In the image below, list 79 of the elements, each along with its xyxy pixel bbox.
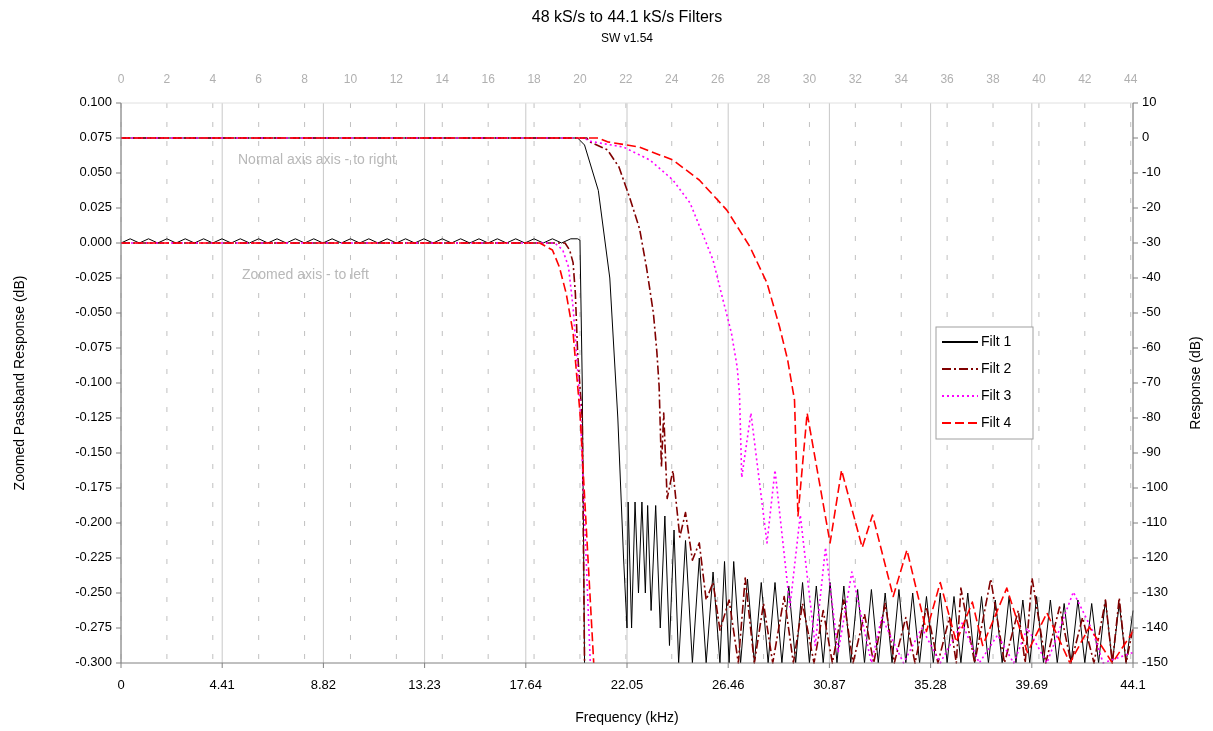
- y2-tick-label: -140: [1142, 619, 1169, 635]
- x-tick-label: 13.23: [408, 677, 441, 692]
- x2-tick-label: 2: [163, 72, 171, 86]
- y2-axis-title: Response (dB): [1187, 336, 1203, 430]
- y-tick-label: -0.100: [75, 374, 112, 390]
- x2-tick-label: 30: [802, 72, 817, 86]
- y2-tick-label: 0: [1142, 129, 1150, 145]
- x2-tick-label: 34: [894, 72, 909, 86]
- y2-tick-label: -70: [1142, 374, 1161, 390]
- y-tick-label: -0.200: [75, 514, 112, 530]
- x-tick-label: 0: [117, 677, 125, 692]
- x-tick-label: 8.82: [310, 677, 337, 692]
- x-tick-label: 44.1: [1120, 677, 1146, 692]
- y-tick-label: -0.250: [75, 584, 112, 600]
- x-tick-label: 30.87: [813, 677, 846, 692]
- y-axis-title: Zoomed Passband Response (dB): [11, 275, 27, 491]
- annotation: Normal axis axis - to right: [238, 150, 397, 167]
- y-tick-label: 0.000: [79, 234, 112, 250]
- y2-tick-label: 10: [1142, 94, 1157, 110]
- x2-tick-label: 10: [343, 72, 358, 86]
- y-tick-label: -0.125: [75, 409, 112, 425]
- x-tick-label: 4.41: [209, 677, 235, 692]
- x2-tick-label: 22: [619, 72, 633, 86]
- x2-tick-label: 28: [756, 72, 771, 86]
- y2-tick-label: -60: [1142, 339, 1161, 355]
- y2-tick-label: -110: [1142, 514, 1168, 530]
- legend-label: Filt 4: [981, 413, 1012, 430]
- y-tick-label: -0.300: [75, 654, 112, 670]
- x-tick-label: 39.69: [1015, 677, 1049, 692]
- x-tick-label: 35.28: [914, 677, 947, 692]
- y-tick-label: -0.075: [75, 339, 112, 355]
- x-tick-label: 22.05: [610, 677, 644, 692]
- y-tick-label: 0.100: [79, 94, 112, 110]
- y2-tick-label: -130: [1142, 584, 1169, 600]
- y-tick-label: -0.175: [75, 479, 112, 495]
- x2-tick-label: 0: [117, 72, 125, 86]
- y-tick-label: 0.050: [79, 164, 112, 180]
- y2-tick-label: -120: [1142, 549, 1169, 565]
- y-tick-label: 0.075: [79, 129, 112, 145]
- y2-tick-label: -30: [1142, 234, 1161, 250]
- x2-tick-label: 14: [435, 72, 450, 86]
- x2-tick-label: 20: [573, 72, 587, 86]
- x2-tick-label: 12: [389, 72, 404, 86]
- y2-tick-label: -80: [1142, 409, 1161, 425]
- y-tick-label: -0.050: [75, 304, 112, 320]
- y-tick-label: -0.275: [75, 619, 112, 635]
- x2-tick-label: 26: [710, 72, 725, 86]
- x2-tick-label: 16: [481, 72, 496, 86]
- x-tick-label: 17.64: [509, 677, 543, 692]
- chart-subtitle: SW v1.54: [600, 31, 654, 45]
- y2-tick-label: -10: [1142, 164, 1161, 180]
- x2-tick-label: 38: [986, 72, 1001, 86]
- x-axis-title: Frequency (kHz): [575, 709, 679, 725]
- x2-tick-label: 44: [1124, 72, 1138, 86]
- y-tick-label: -0.150: [75, 444, 112, 460]
- x2-tick-label: 32: [848, 72, 863, 86]
- y2-tick-label: -20: [1142, 199, 1161, 215]
- x2-tick-label: 6: [255, 72, 263, 86]
- chart-title: 48 kS/s to 44.1 kS/s Filters: [531, 8, 723, 25]
- legend-label: Filt 3: [981, 386, 1012, 403]
- annotation: Zoomed axis - to left: [242, 265, 369, 282]
- x2-tick-label: 24: [665, 72, 679, 86]
- y2-tick-label: -50: [1142, 304, 1161, 320]
- x2-tick-label: 8: [301, 72, 309, 86]
- y-tick-label: -0.025: [75, 269, 112, 285]
- y2-tick-label: -90: [1142, 444, 1161, 460]
- legend-label: Filt 2: [981, 359, 1012, 376]
- x2-tick-label: 4: [209, 72, 217, 86]
- legend-label: Filt 1: [981, 332, 1012, 349]
- y-tick-label: -0.225: [75, 549, 112, 565]
- y2-tick-label: -40: [1142, 269, 1161, 285]
- x2-tick-label: 42: [1078, 72, 1092, 86]
- y-tick-label: 0.025: [79, 199, 112, 215]
- x-tick-label: 26.46: [711, 677, 745, 692]
- y2-tick-label: -150: [1142, 654, 1169, 670]
- x2-tick-label: 36: [940, 72, 955, 86]
- y2-tick-label: -100: [1142, 479, 1169, 495]
- x2-tick-label: 18: [527, 72, 542, 86]
- x2-tick-label: 40: [1032, 72, 1046, 86]
